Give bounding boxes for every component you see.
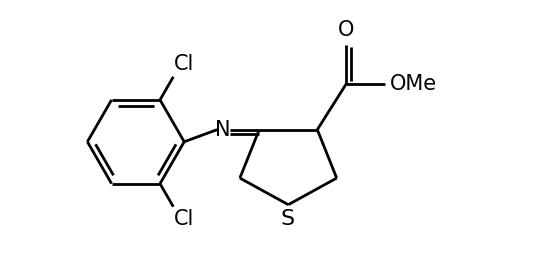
Text: S: S — [280, 208, 294, 229]
Text: N: N — [215, 120, 231, 140]
Text: OMe: OMe — [390, 74, 437, 94]
Text: O: O — [338, 20, 354, 40]
Text: Cl: Cl — [174, 209, 195, 229]
Text: Cl: Cl — [174, 54, 195, 74]
